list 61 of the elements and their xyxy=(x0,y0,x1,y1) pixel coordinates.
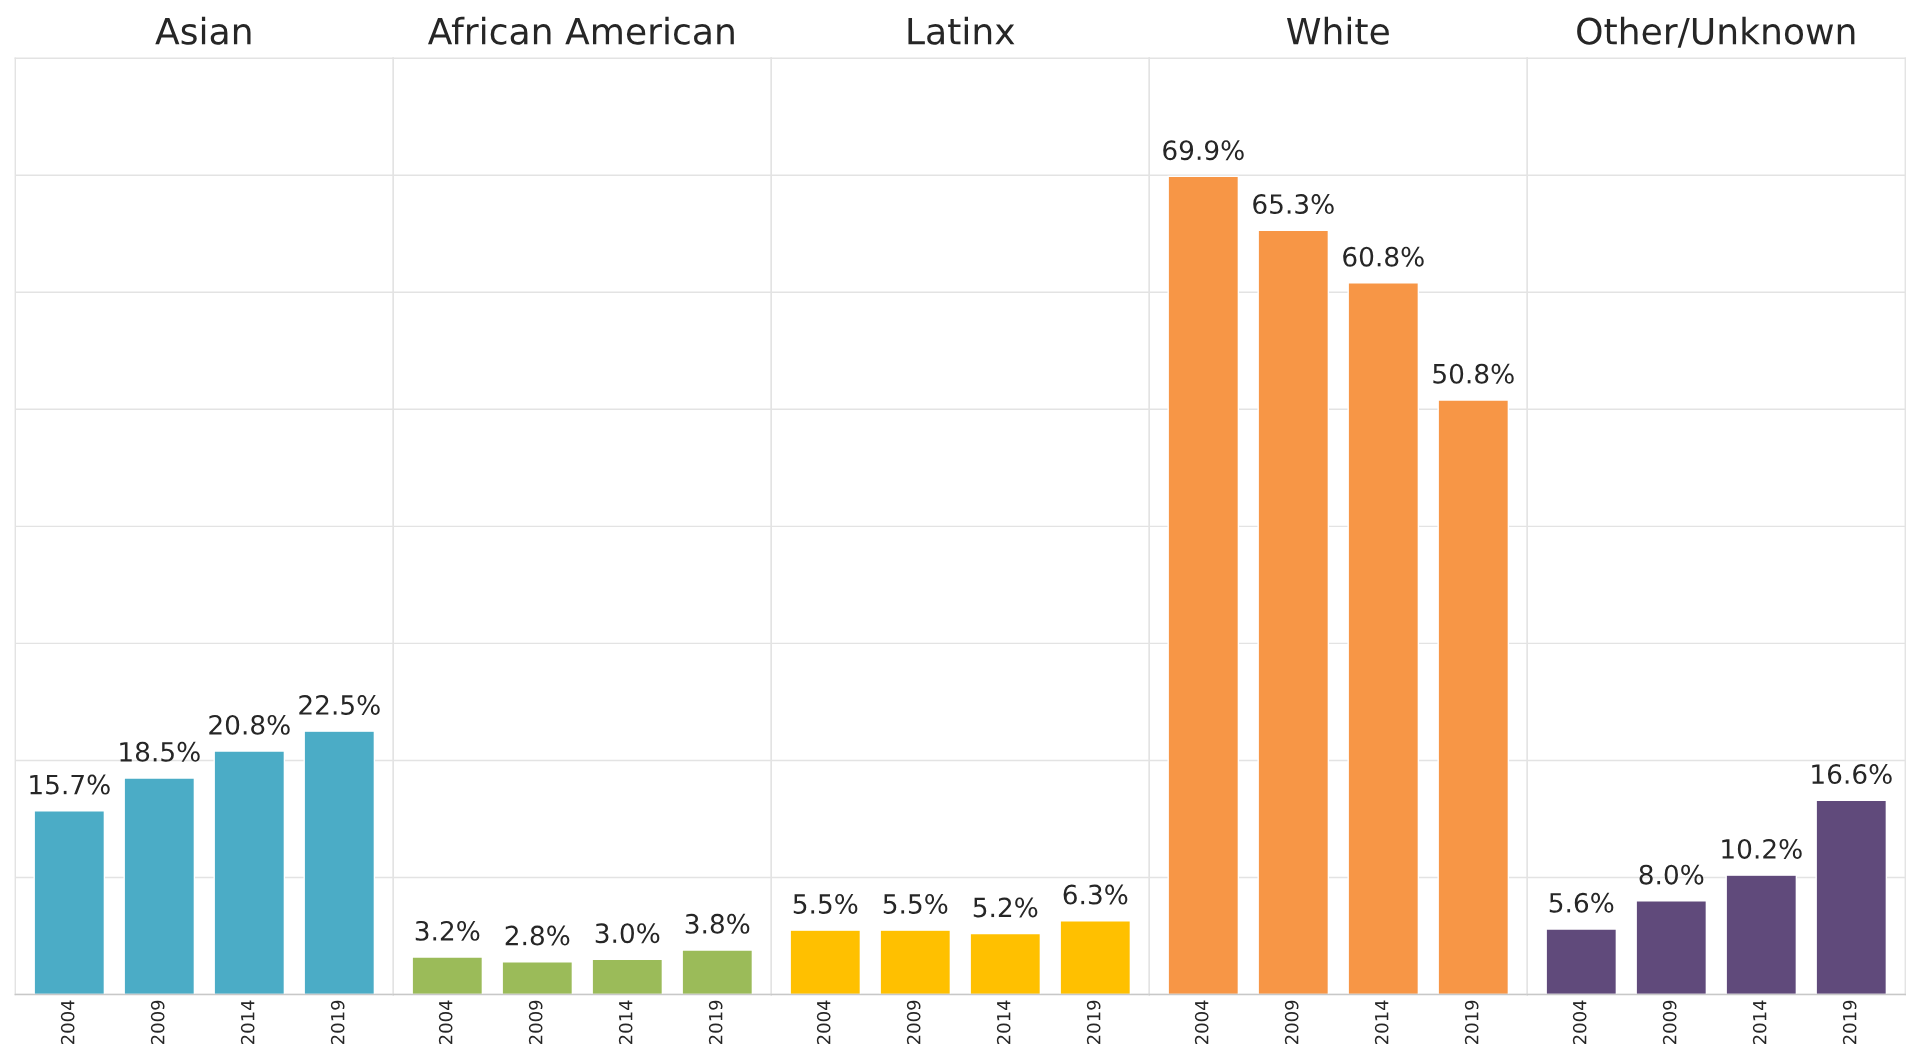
x-tick-label: 2014 xyxy=(996,1000,1011,1045)
data-label: 8.0% xyxy=(1639,864,1704,885)
bar xyxy=(1437,399,1510,995)
chart-title: Asian xyxy=(155,16,251,45)
chart-title: White xyxy=(1286,16,1389,45)
bar xyxy=(33,810,106,995)
chart-title: African American xyxy=(427,16,734,45)
x-tick-label: 2004 xyxy=(60,1000,75,1045)
x-tick-label: 2019 xyxy=(330,1000,345,1045)
data-label: 5.5% xyxy=(793,893,858,914)
bar xyxy=(1167,175,1240,995)
data-label: 65.3% xyxy=(1253,194,1334,215)
x-tick-label: 2014 xyxy=(1374,1000,1389,1045)
data-label: 5.6% xyxy=(1549,892,1614,913)
x-tick-label: 2019 xyxy=(1464,1000,1479,1045)
x-tick-label: 2004 xyxy=(438,1000,453,1045)
data-label: 22.5% xyxy=(299,694,380,715)
x-tick-label: 2004 xyxy=(1572,1000,1587,1045)
x-tick-label: 2009 xyxy=(1662,1000,1677,1045)
bar xyxy=(1635,900,1708,995)
bar xyxy=(1815,799,1888,995)
data-label: 20.8% xyxy=(209,714,290,735)
x-tick-label: 2019 xyxy=(708,1000,723,1045)
data-label: 2.8% xyxy=(505,925,570,946)
data-label: 5.2% xyxy=(973,897,1038,918)
x-tick-label: 2009 xyxy=(150,1000,165,1045)
x-tick-label: 2014 xyxy=(618,1000,633,1045)
data-label: 50.8% xyxy=(1433,363,1514,384)
x-tick-label: 2019 xyxy=(1086,1000,1101,1045)
data-label: 10.2% xyxy=(1722,838,1802,859)
bar xyxy=(411,956,484,995)
x-tick-label: 2009 xyxy=(906,1000,921,1045)
data-label: 3.2% xyxy=(415,920,480,941)
bar xyxy=(1545,928,1618,995)
x-tick-label: 2009 xyxy=(528,1000,543,1045)
data-label: 5.5% xyxy=(883,893,948,914)
x-tick-label: 2004 xyxy=(1194,1000,1209,1045)
data-label: 3.8% xyxy=(685,913,750,934)
bar xyxy=(501,961,574,995)
data-label: 69.9% xyxy=(1163,140,1244,161)
x-tick-label: 2014 xyxy=(240,1000,255,1045)
data-label: 60.8% xyxy=(1343,246,1424,267)
data-label: 15.7% xyxy=(30,774,110,795)
bar xyxy=(591,958,664,995)
x-tick-label: 2004 xyxy=(816,1000,831,1045)
bar xyxy=(681,949,754,995)
data-label: 6.3% xyxy=(1063,884,1128,905)
x-tick-label: 2019 xyxy=(1842,1000,1857,1045)
bar xyxy=(213,750,286,995)
bar xyxy=(1725,874,1798,995)
chart-title: Latinx xyxy=(908,16,1015,45)
data-label: 3.0% xyxy=(595,923,660,944)
bar xyxy=(303,730,376,995)
bar xyxy=(123,777,196,995)
data-label: 16.6% xyxy=(1812,764,1892,785)
bar xyxy=(1347,282,1420,995)
chart-title: Other/Unknown xyxy=(1577,16,1855,48)
bar xyxy=(1257,229,1330,995)
x-tick-label: 2014 xyxy=(1752,1000,1767,1045)
x-tick-label: 2009 xyxy=(1284,1000,1299,1045)
data-label: 18.5% xyxy=(120,741,200,762)
